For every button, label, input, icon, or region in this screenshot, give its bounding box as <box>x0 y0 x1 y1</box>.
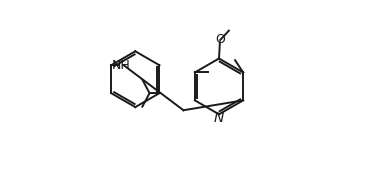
Text: N: N <box>213 111 224 125</box>
Text: O: O <box>215 33 225 46</box>
Text: NH: NH <box>112 59 130 72</box>
